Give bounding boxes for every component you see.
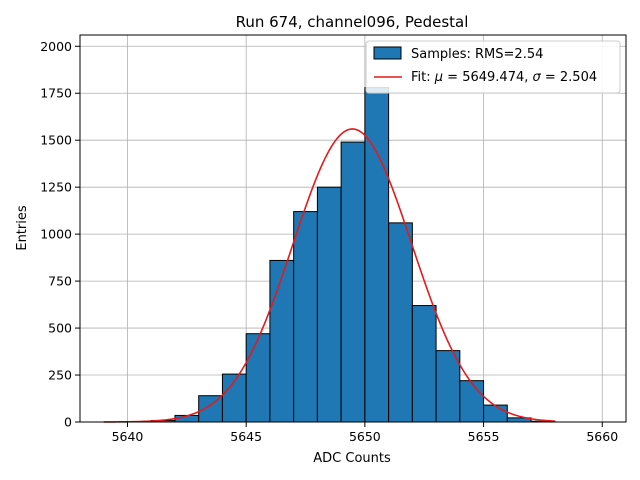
y-tick-label: 1750 xyxy=(40,86,72,101)
x-axis-ticks: 5640 5645 5650 5655 5660 xyxy=(112,422,618,444)
histogram-bar xyxy=(245,333,271,423)
y-tick-label: 500 xyxy=(48,321,72,336)
histogram-bar xyxy=(483,404,508,423)
y-tick-label: 2000 xyxy=(40,39,72,54)
x-axis-label: ADC Counts xyxy=(313,451,391,466)
x-tick-label: 5640 xyxy=(112,429,144,444)
legend-fit-label: Fit: μ = 5649.474, σ = 2.504 xyxy=(411,70,597,85)
histogram-bar xyxy=(411,305,437,423)
histogram-bar xyxy=(388,222,413,423)
y-tick-label: 1000 xyxy=(40,227,72,242)
histogram-bar xyxy=(316,186,342,423)
x-tick-label: 5655 xyxy=(468,429,500,444)
y-tick-label: 750 xyxy=(48,274,72,289)
y-tick-label: 250 xyxy=(48,368,72,383)
legend: Samples: RMS=2.54 Fit: μ = 5649.474, σ =… xyxy=(365,40,621,94)
x-tick-label: 5660 xyxy=(586,429,618,444)
y-axis-label: Entries xyxy=(15,205,30,251)
histogram-bar xyxy=(269,259,295,423)
histogram-bars xyxy=(150,87,556,423)
histogram-bar xyxy=(364,87,390,423)
histogram-bar xyxy=(293,211,318,423)
y-tick-label: 1500 xyxy=(40,133,72,148)
histogram-bar xyxy=(340,141,366,423)
legend-samples-label: Samples: RMS=2.54 xyxy=(411,47,543,62)
histogram-bar xyxy=(435,350,461,423)
legend-samples-swatch xyxy=(373,46,402,60)
y-tick-label: 1250 xyxy=(40,180,72,195)
fit-curve xyxy=(103,128,555,423)
plot-frame xyxy=(79,34,627,423)
chart-title: Run 674, channel096, Pedestal xyxy=(236,13,469,31)
histogram-bar xyxy=(459,380,485,423)
y-tick-label: 0 xyxy=(64,415,72,430)
y-axis-ticks: 0 250 500 750 1000 1250 1500 1750 2000 xyxy=(40,39,80,430)
x-tick-label: 5650 xyxy=(349,429,381,444)
x-tick-label: 5645 xyxy=(230,429,262,444)
legend-box xyxy=(365,40,621,94)
histogram-bar xyxy=(198,395,223,423)
